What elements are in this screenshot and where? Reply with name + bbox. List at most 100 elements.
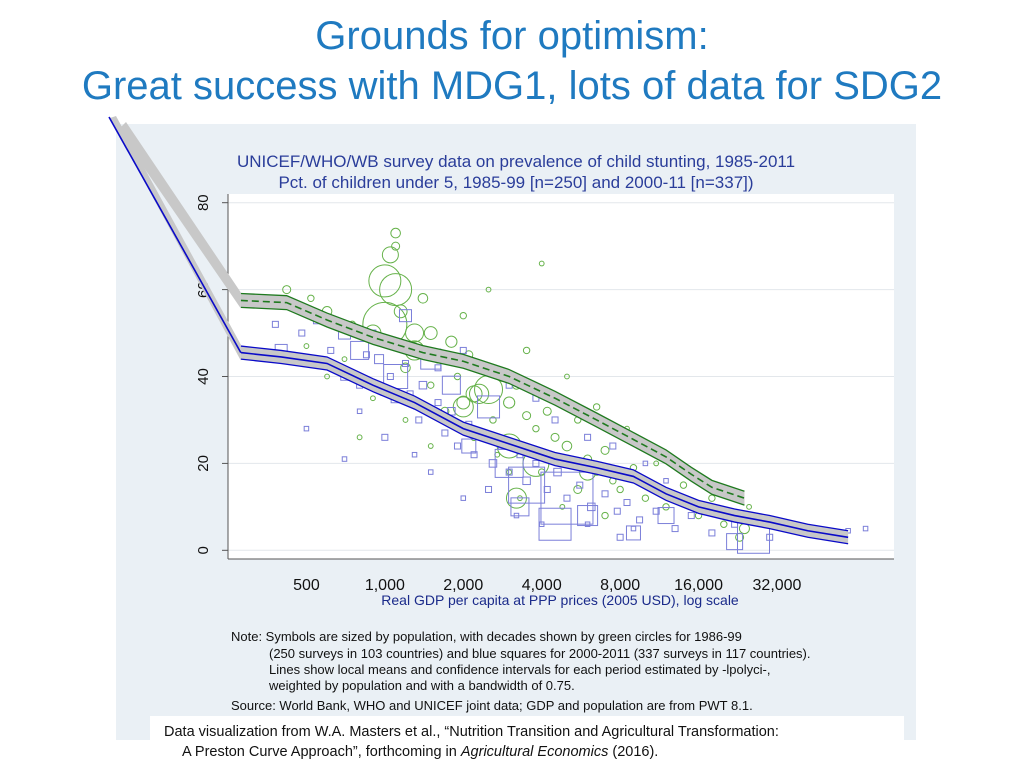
blue-square-point [477,395,501,419]
y-tick-label: 20 [195,455,212,472]
blue-square-point [461,438,477,454]
green-circle-point [405,323,425,343]
green-circle-point [303,343,310,349]
green-circle-point [368,264,402,298]
green-circle-point [427,443,434,449]
green-circle-point [592,403,601,411]
green-circle-point [465,385,483,403]
green-circle-point [506,469,513,475]
green-circle-point [485,286,492,293]
blue-square-point [460,495,467,501]
x-tick-label: 500 [293,577,320,594]
green-circle-point [402,417,409,423]
blue-square-point [652,507,660,515]
green-circle-point [452,396,474,418]
blue-square-point [508,466,546,504]
green-circle-point [653,460,660,467]
blue-square-point [587,502,596,512]
blue-square-point [381,433,389,441]
blue-square-point [341,456,348,462]
x-axis-label: Real GDP per capita at PPP prices (2005 … [381,592,739,608]
blue-local-mean-line [240,351,849,539]
blue-square-point [671,525,679,533]
blue-square-point [350,340,370,360]
source-note: Source: World Bank, WHO and UNICEF joint… [231,698,753,713]
blue-square-point [459,346,467,354]
blue-square-point [522,476,531,486]
blue-square-point [613,507,621,515]
blue-lower-ci [240,358,849,545]
blue-square-point [663,478,669,484]
blue-square-point [303,425,310,432]
blue-square-point [540,471,594,525]
blue-square-point [427,469,434,475]
green-circle-point [600,445,610,455]
stunting-scatter-chart: 0 20 40 60 80 500 1,000 2,000 4,000 8,000 16,000 32… [195,152,894,608]
blue-square-point [616,533,624,541]
blue-square-point [657,507,675,525]
blue-square-point [577,505,599,527]
slide-title-line2: Great success with MDG1, lots of data fo… [81,64,943,108]
credit-year: (2016). [608,744,659,760]
blue-square-point [434,399,442,407]
green-circle-point [573,484,583,494]
blue-square-point [415,416,423,424]
blue-square-point [687,512,695,520]
green-lower-ci [240,306,745,506]
blue-square-point [488,459,498,468]
blue-square-point [538,507,572,541]
credit-box: Data visualization from W.A. Masters et … [150,716,904,766]
blue-square-point [563,494,571,502]
blue-square-point [470,451,478,459]
blue-square-point [398,309,412,323]
x-tick-label: 2,000 [443,577,483,594]
note-line-3: Lines show local means and confidence in… [269,662,771,677]
slide-title-line1: Grounds for optimism: [315,14,709,58]
green-circle-point [503,396,516,409]
credit-line-2: A Preston Curve Approach”, forthcoming i… [182,744,658,760]
green-circle-point [356,434,363,441]
green-circle-point [561,440,573,452]
green-circle-point [542,406,552,416]
blue-square-point [510,497,530,517]
green-circle-point [564,373,570,380]
green-circle-point [370,395,376,402]
blue-upper-ci [240,345,849,532]
blue-square-point [362,351,370,359]
green-circle-point [746,503,752,510]
green-circle-point [538,260,545,267]
blue-square-point [642,460,649,467]
green-circle-point [341,356,348,363]
y-tick-label: 80 [195,194,212,211]
green-circle-point [468,383,490,404]
credit-text: A Preston Curve Approach”, forthcoming i… [182,744,461,760]
x-tick-label: 16,000 [674,577,723,594]
blue-square-point [298,329,306,337]
green-circle-point [417,292,429,304]
green-circle-point [522,346,531,355]
green-circle-point [456,395,471,410]
blue-square-point [485,485,493,493]
green-circle-point [400,362,411,374]
green-circle-point [390,227,401,239]
blue-square-point [551,416,559,424]
blue-square-point [862,525,869,532]
blue-square-point [411,451,418,458]
green-circle-point [720,520,728,528]
blue-square-point [636,516,644,524]
green-circle-point [324,373,330,380]
green-circle-point [550,432,560,442]
green-circle-point [379,273,413,307]
blue-square-point [374,354,385,365]
blue-confidence-band [240,346,849,544]
green-upper-ci [240,292,745,492]
blue-square-point [623,499,631,507]
green-circle-point [489,416,497,424]
blue-square-point [708,529,716,537]
x-tick-label: 8,000 [600,577,640,594]
blue-square-point [401,359,409,367]
blue-square-point [386,373,394,380]
note-line-1: Note: Symbols are sized by population, w… [231,629,742,644]
blue-square-point [576,481,584,489]
blue-square-point [356,408,363,415]
